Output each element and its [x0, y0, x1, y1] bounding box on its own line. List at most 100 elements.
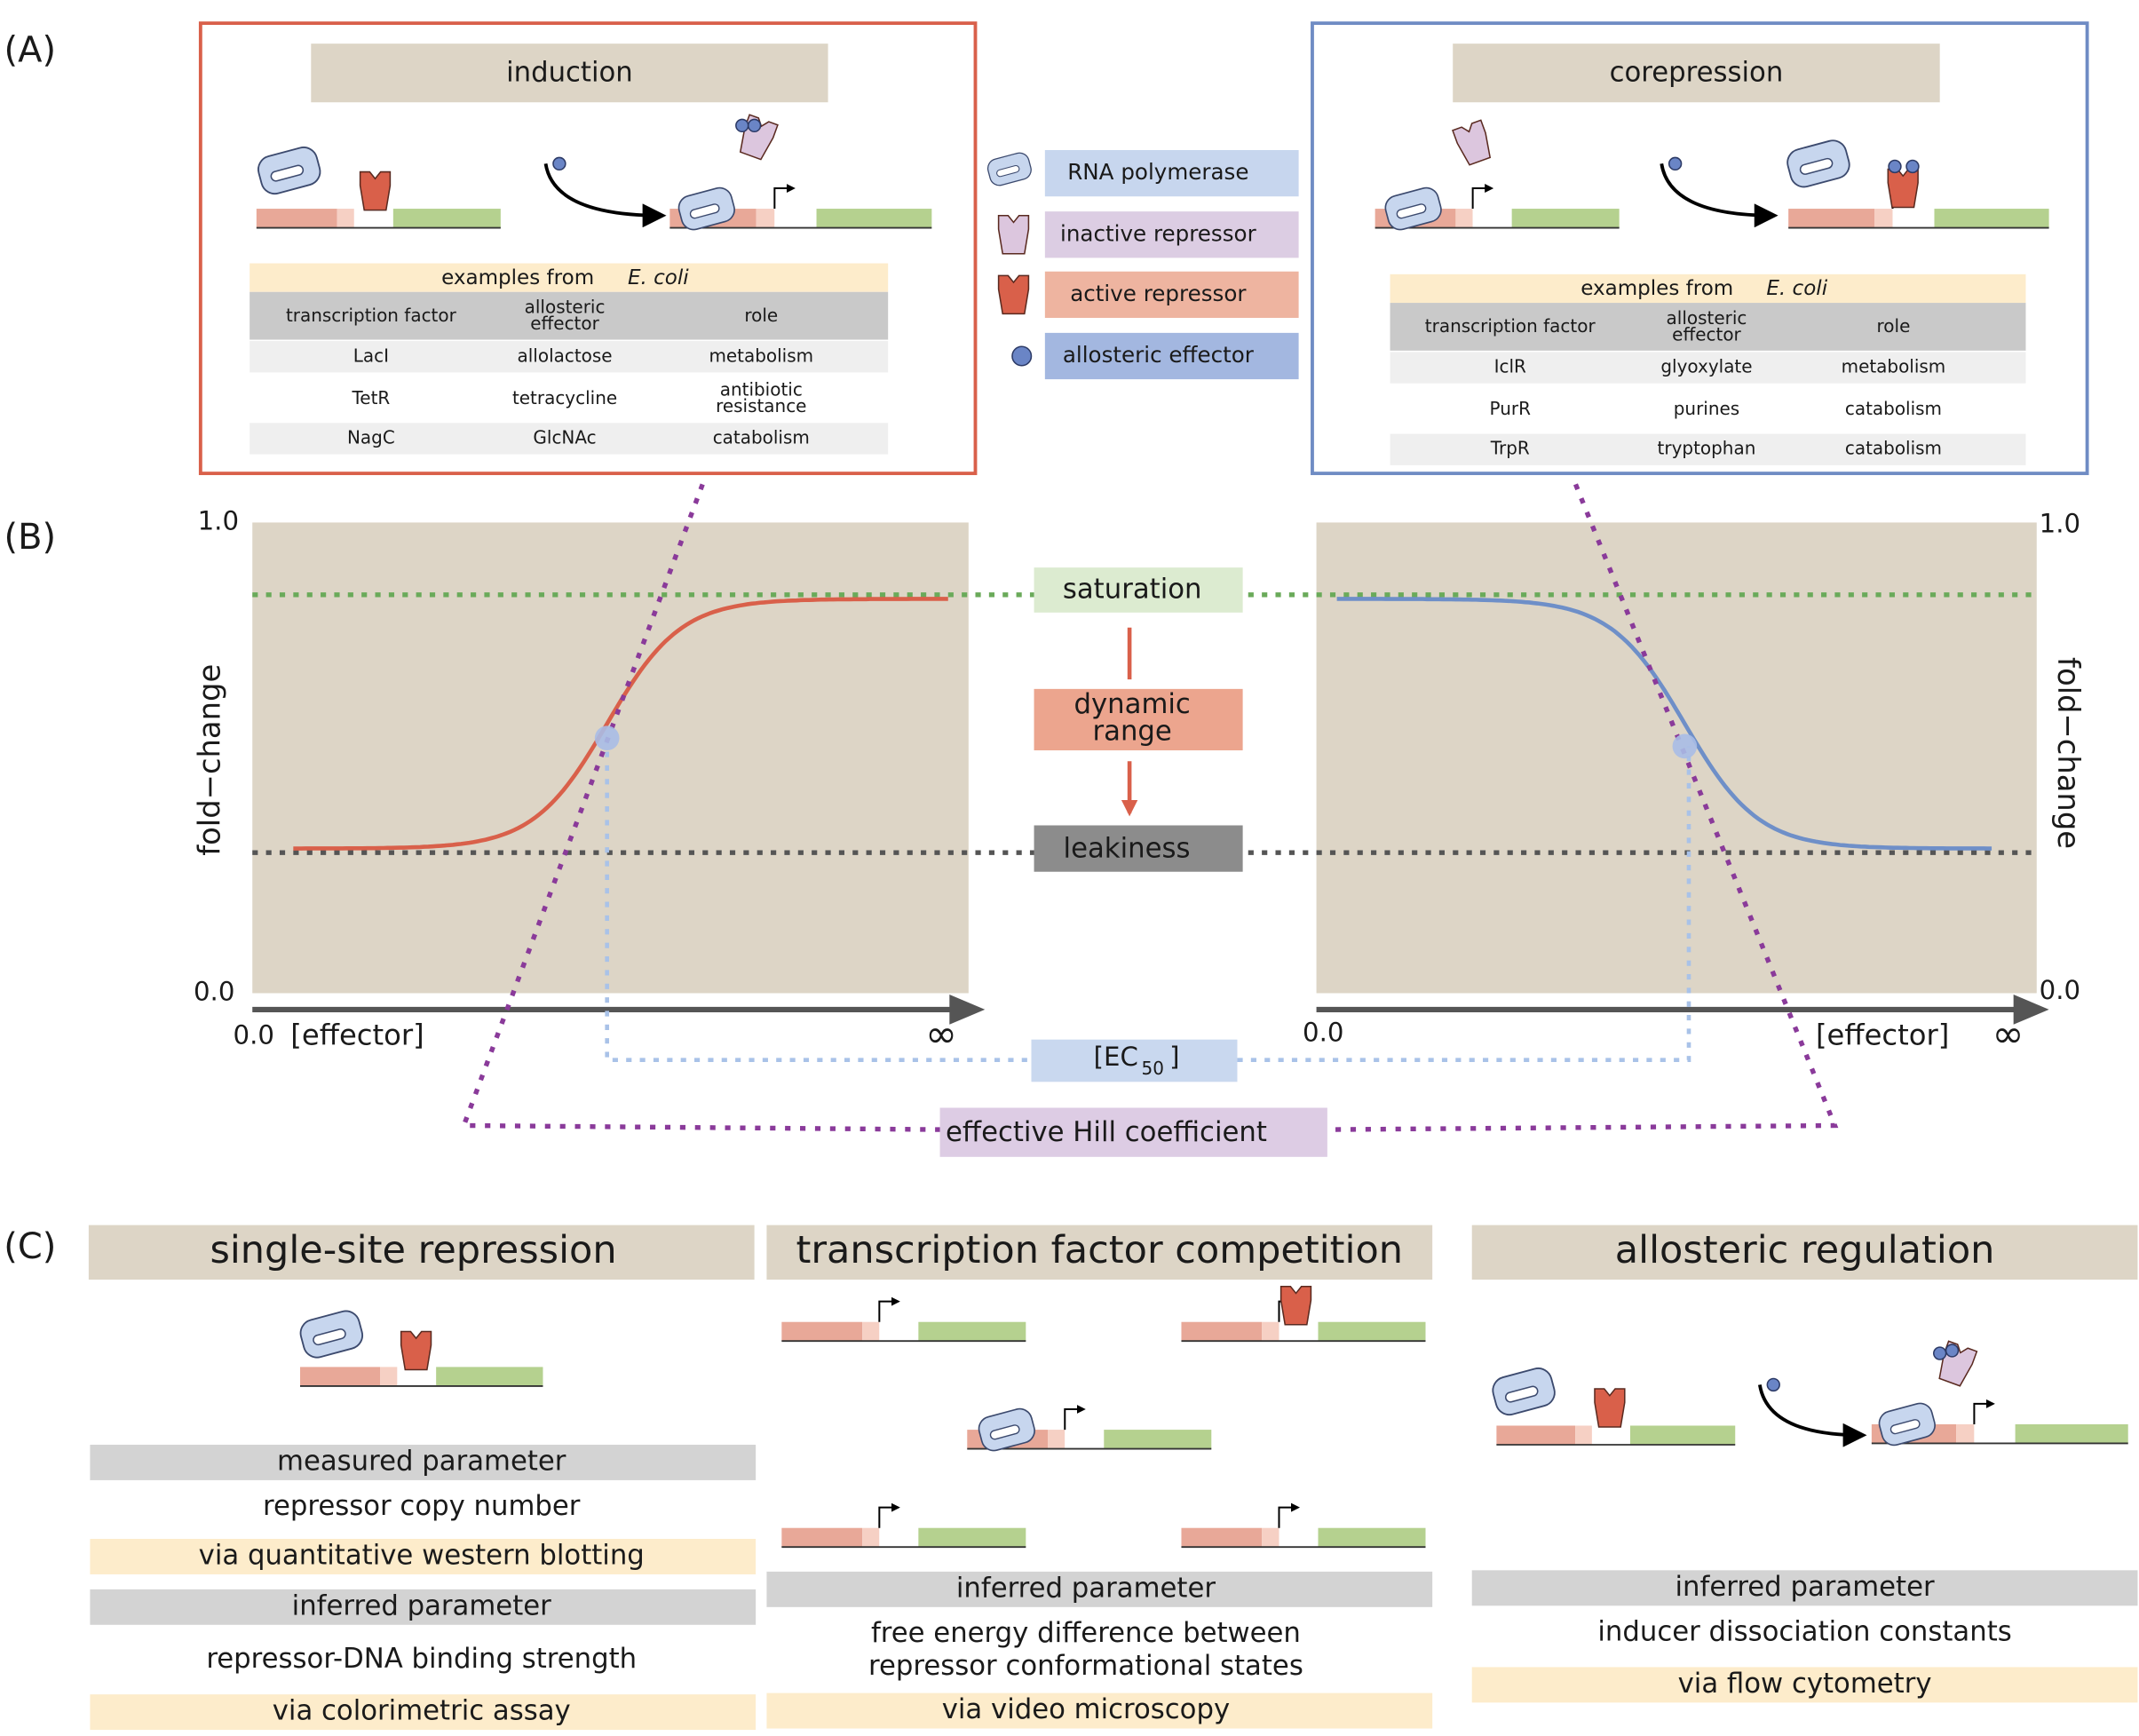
promoter-arrow: [773, 184, 796, 210]
dna-promoter: [1974, 1423, 2016, 1444]
table-cell: TetR: [351, 387, 390, 408]
repressor-body: [997, 214, 1030, 255]
dna-gene: [2015, 1423, 2128, 1444]
column-banner: [88, 1225, 755, 1280]
dna-spacer: [380, 1367, 398, 1386]
repressor-body: [997, 274, 1030, 315]
table-cell: IclR: [1494, 356, 1526, 377]
rna-polymerase: [257, 147, 321, 195]
dna-spacer: [1455, 209, 1473, 228]
block-text: inducer dissociation constants: [1597, 1616, 2011, 1648]
block-text: via flow cytometry: [1678, 1668, 1932, 1700]
title-banner: [1453, 44, 1940, 103]
block-text: inferred parameter: [1676, 1571, 1935, 1603]
y-tick-label: 0.0: [2040, 975, 2080, 1005]
ec50-label: ]: [1169, 1042, 1179, 1072]
examples-label: examples from: [441, 266, 594, 289]
dna-gene: [392, 209, 501, 228]
block-yellow: [1471, 1667, 2138, 1703]
table-cell: LacI: [353, 345, 389, 366]
polymerase-groove: [689, 203, 720, 219]
effector: [747, 118, 762, 133]
promoter-arrow: [878, 1296, 900, 1322]
block-yellow: [766, 1692, 1433, 1729]
dna-spacer: [1048, 1430, 1066, 1449]
promoter-arrow: [1064, 1405, 1086, 1431]
polymerase-groove: [1889, 1419, 1921, 1435]
polymerase-groove: [1504, 1385, 1539, 1403]
x-start-label: 0.0: [1303, 1018, 1343, 1048]
rna-polymerase: [978, 1407, 1035, 1452]
effector: [1668, 156, 1683, 171]
saturation-label: saturation: [1063, 574, 1202, 606]
corepression-curve: [1336, 597, 1992, 851]
dna-gene: [816, 209, 932, 228]
table-cell: antibiotic: [720, 379, 803, 400]
x-axis-head: [949, 994, 986, 1025]
block-text: via colorimetric assay: [273, 1695, 571, 1727]
examples-header: [1390, 273, 2026, 304]
dna-gene: [1318, 1321, 1426, 1342]
block-gray: [766, 1571, 1433, 1607]
table-row: [1390, 352, 2026, 384]
repressor-body: [400, 1330, 432, 1371]
y-axis-label: fold−change: [193, 664, 227, 856]
dna-gene: [1629, 1425, 1736, 1445]
ec50-subscript: 50: [1142, 1058, 1164, 1079]
rna-polymerase: [299, 1310, 364, 1359]
dna-operator: [1788, 209, 1874, 228]
polymerase-groove: [1799, 157, 1834, 175]
dna-spacer: [1956, 1423, 1975, 1444]
induction-curve: [293, 597, 948, 851]
repressor: [400, 1330, 432, 1371]
repressor-body: [1279, 1286, 1312, 1326]
dna-promoter: [1279, 1527, 1319, 1548]
table-row: [250, 423, 889, 455]
dna-operator: [781, 1527, 863, 1548]
saturation-box: [1034, 567, 1243, 613]
dna-spacer: [1262, 1321, 1279, 1342]
table-cell: GlcNAc: [533, 426, 596, 448]
table-row: [250, 341, 889, 373]
block-text: repressor conformational states: [868, 1650, 1303, 1682]
effector: [1945, 1344, 1960, 1358]
legend-box: [1044, 211, 1299, 258]
dna-promoter: [879, 1321, 919, 1342]
panel-title: corepression: [1610, 56, 1784, 88]
polymerase-groove: [1396, 203, 1427, 219]
legend-label: inactive repressor: [1060, 220, 1257, 246]
block-gray: [90, 1589, 757, 1625]
polymerase-groove: [996, 164, 1020, 178]
polymerase-groove: [989, 1424, 1020, 1440]
table-cell: glyoxylate: [1660, 356, 1752, 377]
x-axis-label: [effector]: [290, 1019, 424, 1052]
rna-polymerase: [1786, 139, 1850, 188]
organism: E. coli: [628, 266, 689, 289]
dna-operator: [1496, 1425, 1576, 1445]
effector: [1905, 159, 1920, 174]
column-name: role: [1877, 315, 1911, 337]
y-tick-label: 1.0: [198, 505, 239, 535]
legend-label: active repressor: [1070, 281, 1247, 306]
dna-promoter: [1065, 1430, 1105, 1449]
panel-title: induction: [506, 56, 633, 88]
rna-polymerase: [1878, 1402, 1936, 1447]
ec50-label: [EC: [1094, 1042, 1138, 1072]
rna-polymerase: [1492, 1367, 1556, 1416]
effector: [552, 156, 566, 171]
x-axis-head: [2013, 994, 2049, 1025]
table-cell: tryptophan: [1658, 438, 1756, 459]
legend-label: allosteric effector: [1063, 342, 1255, 368]
column-header: [250, 291, 889, 340]
table-cell: catabolism: [1845, 398, 1942, 419]
block-text: inferred parameter: [956, 1572, 1216, 1604]
table-row: [1390, 433, 2026, 465]
legend-box: [1044, 149, 1299, 197]
y-axis-label: fold−change: [2051, 657, 2086, 849]
legend-label: RNA polymerase: [1067, 159, 1248, 185]
promoter-arrow: [1973, 1399, 1995, 1424]
reaction-arrow: [543, 163, 667, 228]
dynamic-range-box: [1034, 688, 1243, 750]
y-tick-label: 1.0: [2040, 508, 2080, 538]
